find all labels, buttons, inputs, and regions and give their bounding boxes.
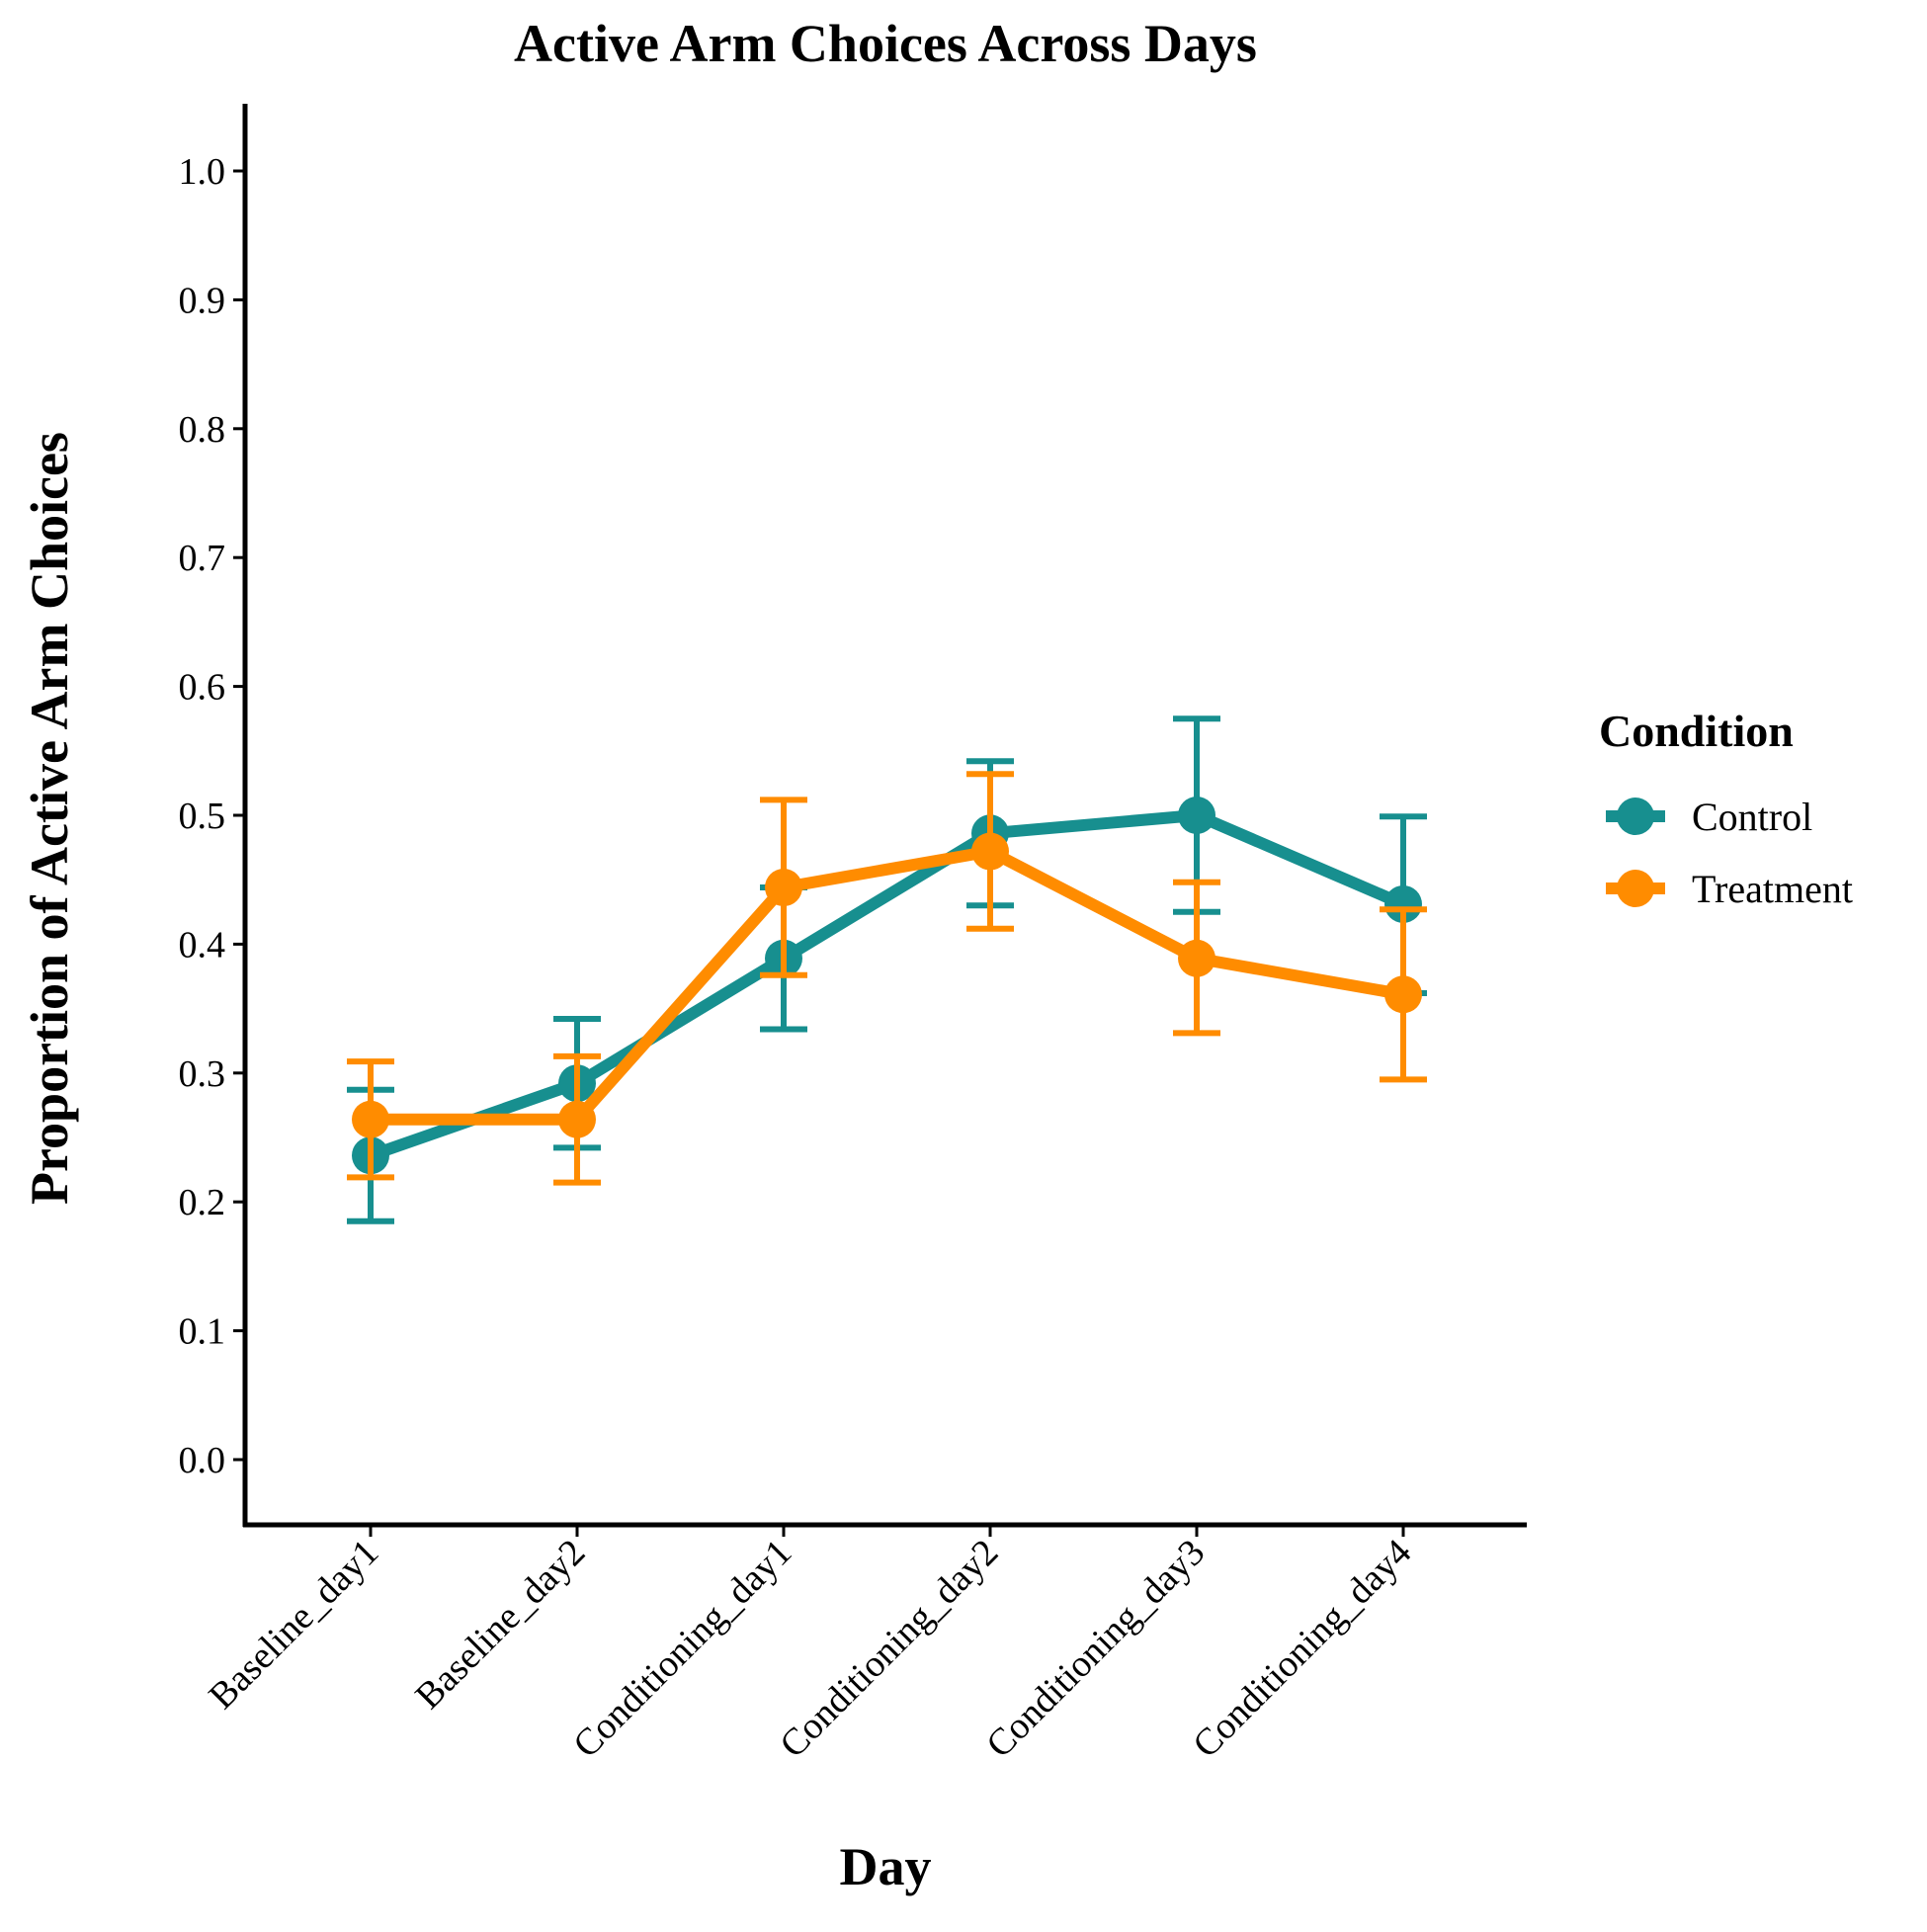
legend-label: Treatment xyxy=(1692,867,1853,911)
y-tick-label: 0.2 xyxy=(179,1182,226,1223)
y-tick-label: 0.6 xyxy=(179,667,226,709)
x-tick-label: Conditioning_day3 xyxy=(978,1532,1213,1766)
y-tick-label: 1.0 xyxy=(179,151,226,193)
data-point xyxy=(1384,884,1422,923)
series-line xyxy=(369,809,1406,1161)
legend-key-point xyxy=(1617,798,1654,835)
data-point xyxy=(971,832,1009,871)
series-layer xyxy=(347,715,1427,1224)
x-tick-label: Conditioning_day4 xyxy=(1185,1532,1419,1766)
y-tick-label: 0.8 xyxy=(179,409,226,451)
y-tick-label: 0.3 xyxy=(179,1053,226,1095)
y-tick-label: 0.7 xyxy=(179,538,226,579)
x-tick-label: Baseline_day1 xyxy=(201,1532,386,1718)
data-point xyxy=(1178,797,1215,834)
x-tick-label: Conditioning_day1 xyxy=(565,1532,799,1766)
x-tick-label: Conditioning_day2 xyxy=(772,1532,1006,1766)
legend-key-point xyxy=(1617,870,1654,907)
y-tick-label: 0.4 xyxy=(179,924,226,966)
legend: Condition Control Treatment xyxy=(1599,706,1853,911)
series-line xyxy=(371,845,1405,1126)
y-ticks: 0.0 0.1 0.2 0.3 0.4 0.5 0.6 0.7 0.8 0.9 1.0 xyxy=(179,151,245,1481)
legend-item-treatment: Treatment xyxy=(1606,867,1853,911)
data-point xyxy=(1384,975,1422,1014)
x-axis-title: Day xyxy=(840,1837,932,1896)
x-ticks: Baseline_day1 Baseline_day2Conditioning_d… xyxy=(201,1525,1419,1766)
y-tick-label: 0.5 xyxy=(179,796,226,837)
y-axis-title: Proportion of Active Arm Choices xyxy=(20,432,79,1205)
data-point xyxy=(352,1100,389,1138)
data-point xyxy=(1178,939,1215,977)
y-tick-label: 0.0 xyxy=(179,1440,226,1481)
data-point xyxy=(558,1100,596,1138)
legend-title: Condition xyxy=(1599,706,1794,756)
legend-items: Control Treatment xyxy=(1606,795,1853,911)
series-treatment xyxy=(347,771,1427,1186)
y-tick-label: 0.1 xyxy=(179,1311,226,1353)
data-point xyxy=(765,869,802,907)
x-tick-label: Baseline_day2 xyxy=(407,1532,593,1718)
legend-item-control: Control xyxy=(1606,795,1812,839)
legend-label: Control xyxy=(1692,795,1812,839)
y-tick-label: 0.9 xyxy=(179,280,226,321)
chart-title: Active Arm Choices Across Days xyxy=(514,14,1257,73)
